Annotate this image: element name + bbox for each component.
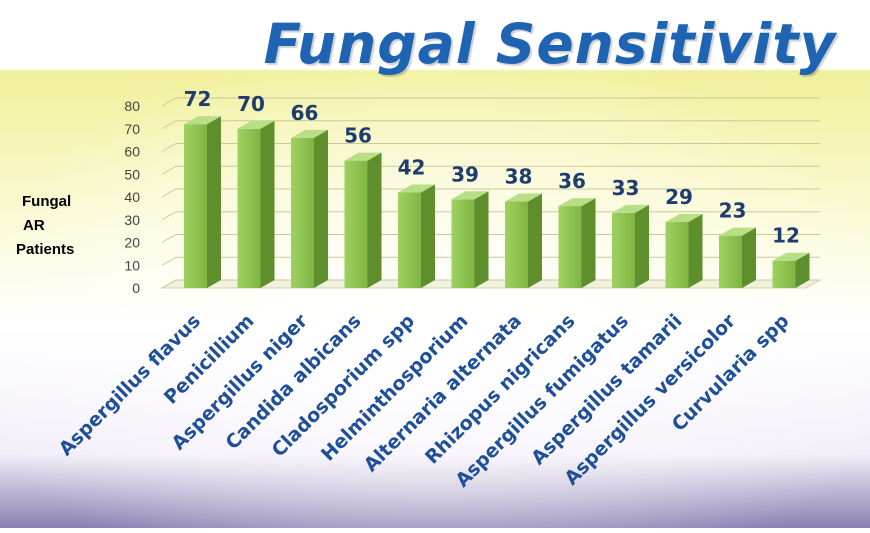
bar: [612, 204, 649, 288]
bar-top: [291, 129, 328, 138]
bar-side: [314, 129, 328, 288]
y-axis-label-line-2: AR: [23, 217, 45, 234]
bar-front: [719, 235, 742, 288]
bar-value-label: 39: [451, 162, 479, 186]
bar-value-label: 38: [505, 165, 533, 189]
bar-top: [398, 184, 435, 193]
bar-side: [367, 152, 382, 288]
bar-top: [719, 227, 756, 236]
bar-value-label: 12: [772, 224, 800, 248]
bar-front: [665, 222, 689, 288]
bar-side: [207, 116, 221, 288]
bar: [505, 193, 542, 288]
y-tick-label: 50: [124, 166, 140, 182]
bar-top: [558, 198, 596, 207]
bar-top: [612, 204, 649, 213]
bar-value-label: 29: [665, 185, 693, 209]
bar-side: [795, 252, 810, 288]
gridline: [161, 188, 820, 198]
y-tick-label: 40: [124, 189, 140, 205]
gridline: [161, 97, 820, 107]
bar-side: [688, 214, 703, 288]
bar-value-label: 70: [237, 92, 265, 116]
bar-front: [505, 201, 528, 288]
gridline: [161, 211, 820, 221]
bar-side: [474, 191, 489, 288]
y-tick-label: 0: [132, 280, 140, 296]
bar-front: [291, 137, 314, 288]
gridline: [161, 120, 820, 130]
bar-value-label: 33: [612, 176, 640, 200]
bar-value-label: 56: [344, 124, 372, 148]
y-tick-label: 70: [124, 121, 140, 137]
bar-top: [344, 152, 382, 161]
bar-value-label: 72: [184, 87, 212, 111]
gridline: [161, 256, 820, 266]
bar: [291, 129, 328, 288]
bar-front: [612, 212, 635, 288]
bar-front: [398, 192, 421, 288]
bar-front: [772, 260, 796, 288]
bar: [558, 198, 596, 288]
bar-side: [528, 193, 542, 288]
bar-front: [558, 206, 582, 288]
y-tick-label: 10: [124, 257, 140, 273]
bar-top: [665, 214, 703, 223]
bar: [184, 116, 221, 288]
bar-side: [421, 184, 435, 288]
bar-value-label: 42: [398, 155, 426, 179]
gridline: [161, 279, 820, 289]
chart-title: Fungal Sensitivity: [263, 12, 837, 76]
y-tick-label: 20: [124, 235, 140, 251]
bar-side: [581, 198, 596, 288]
bar-side: [635, 204, 649, 288]
y-tick-label: 60: [124, 144, 140, 160]
gridline: [161, 143, 820, 152]
bar: [719, 227, 756, 288]
bar-front: [237, 128, 261, 288]
y-tick-label: 30: [124, 212, 140, 228]
y-axis-label: Fungal AR Patients: [12, 190, 92, 262]
bar-value-label: 23: [719, 199, 747, 223]
bar-front: [344, 160, 368, 288]
y-axis-label-line-1: Fungal: [22, 193, 72, 210]
bar-side: [742, 227, 756, 288]
bar: [344, 152, 382, 288]
bar-side: [260, 120, 275, 288]
bar: [665, 214, 703, 288]
y-tick-label: 80: [124, 98, 140, 114]
bar-top: [451, 191, 489, 200]
bar-top: [184, 116, 221, 125]
gridline: [161, 234, 820, 243]
bar-front: [451, 199, 475, 288]
gridline: [161, 165, 820, 175]
bar-value-label: 36: [558, 169, 586, 193]
bar: [237, 120, 275, 288]
bar-front: [184, 124, 207, 288]
bar: [772, 252, 810, 288]
bar: [398, 184, 435, 288]
bar-value-label: 66: [291, 101, 319, 125]
bar-top: [772, 252, 810, 261]
y-axis-label-line-3: Patients: [16, 241, 75, 258]
bar: [451, 191, 489, 288]
bar-top: [237, 120, 275, 129]
bar-top: [505, 193, 542, 202]
